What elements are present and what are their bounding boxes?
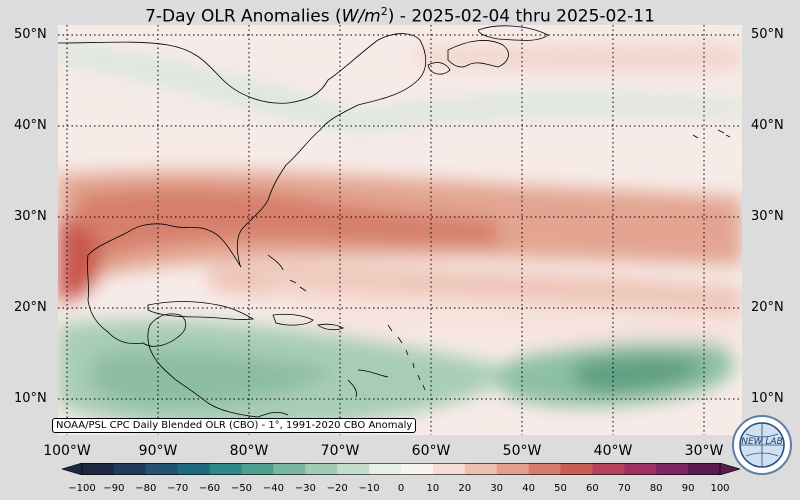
colorbar-tick-label: −10 xyxy=(358,483,380,494)
colorbar-tick-label: −90 xyxy=(103,483,125,494)
map-canvas xyxy=(58,25,742,435)
colorbar-tick-label: −30 xyxy=(294,483,316,494)
colorbar-segment xyxy=(560,463,593,475)
colorbar-extend-min xyxy=(62,463,83,475)
colorbar-tick-label: −20 xyxy=(326,483,348,494)
colorbar-tick-label: −80 xyxy=(135,483,157,494)
colorbar-tick-label: 50 xyxy=(554,483,567,494)
title-units: W/m xyxy=(341,6,381,27)
lon-label-60w: 60°W xyxy=(411,443,451,459)
colorbar-segment xyxy=(401,463,434,475)
title-units-exponent: 2 xyxy=(380,5,388,18)
logo-text: NEW LAB xyxy=(741,437,783,447)
olr-anomaly-map xyxy=(58,25,742,435)
lat-label-50n-right: 50°N xyxy=(751,27,784,42)
lon-label-30w: 30°W xyxy=(684,443,724,459)
colorbar-segment xyxy=(82,463,115,475)
colorbar-tick-label: 10 xyxy=(426,483,440,494)
lon-label-40w: 40°W xyxy=(593,443,633,459)
colorbar-segment xyxy=(656,463,689,475)
colorbar-tick-label: 20 xyxy=(458,483,472,494)
title-suffix: ) - 2025-02-04 thru 2025-02-11 xyxy=(387,6,655,27)
colorbar-tick-label: 0 xyxy=(397,483,405,494)
lat-label-10n-left: 10°N xyxy=(14,391,47,406)
lon-label-90w: 90°W xyxy=(138,443,178,459)
colorbar-tick-label: 70 xyxy=(617,483,631,494)
colorbar-segment xyxy=(177,463,211,475)
colorbar-tick-label: 40 xyxy=(522,483,535,494)
graticule xyxy=(58,25,742,435)
globe-logo-icon: NEW LAB xyxy=(732,415,792,475)
lat-label-10n-right: 10°N xyxy=(751,391,784,406)
lon-label-80w: 80°W xyxy=(229,443,269,459)
colorbar-segment xyxy=(528,463,561,475)
colorbar-segment xyxy=(496,463,530,475)
colorbar-segment xyxy=(273,463,306,475)
colorbar-segment xyxy=(209,463,242,475)
colorbar-tick-label: −60 xyxy=(199,483,221,494)
lon-label-100w: 100°W xyxy=(43,443,91,459)
lon-label-50w: 50°W xyxy=(502,443,542,459)
colorbar-segment xyxy=(305,463,338,475)
colorbar-tick-label: 60 xyxy=(586,483,599,494)
colorbar-frame xyxy=(81,463,721,475)
colorbar-tick-label: 30 xyxy=(490,483,504,494)
colorbar-segment xyxy=(688,463,721,475)
colorbar-segment xyxy=(337,463,370,475)
colorbar-tick-label: −50 xyxy=(230,483,253,494)
colorbar-segment xyxy=(592,463,625,475)
colorbar-segment xyxy=(464,463,498,475)
lat-label-30n-left: 30°N xyxy=(14,209,47,224)
title-prefix: 7-Day OLR Anomalies ( xyxy=(145,6,342,27)
lat-label-20n-right: 20°N xyxy=(751,300,784,315)
lat-label-20n-left: 20°N xyxy=(14,300,47,315)
colorbar-tick-label: 100 xyxy=(710,483,730,494)
colorbar-segment xyxy=(241,463,274,475)
colorbar-tick-label: 80 xyxy=(649,483,663,494)
colorbar-tick-label: −70 xyxy=(167,483,189,494)
chart-title: 7-Day OLR Anomalies (W/m2) - 2025-02-04 … xyxy=(0,0,800,29)
colorbar-segment xyxy=(145,463,179,475)
colorbar-segment xyxy=(369,463,402,475)
colorbar-segment xyxy=(113,463,147,475)
colorbar-tick-label: −40 xyxy=(262,483,284,494)
lat-label-30n-right: 30°N xyxy=(751,209,784,224)
lat-label-50n-left: 50°N xyxy=(14,27,47,42)
lat-label-40n-right: 40°N xyxy=(751,118,784,133)
anomaly-field xyxy=(58,40,742,430)
source-annotation: NOAA/PSL CPC Daily Blended OLR (CBO) - 1… xyxy=(52,418,417,433)
colorbar-tick-label: −100 xyxy=(68,483,96,494)
coastlines xyxy=(58,25,731,418)
colorbar-segment xyxy=(432,463,466,475)
colorbar-tick-label: 90 xyxy=(681,483,695,494)
colorbar xyxy=(62,463,740,475)
lon-label-70w: 70°W xyxy=(320,443,360,459)
lat-label-40n-left: 40°N xyxy=(14,118,47,133)
colorbar-segment xyxy=(624,463,657,475)
